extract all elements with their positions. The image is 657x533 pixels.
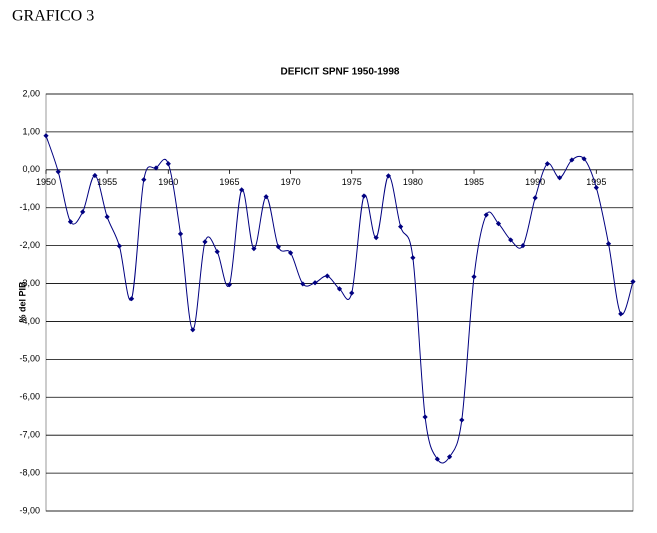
y-tick-label: -4,00	[19, 316, 40, 326]
data-point	[422, 414, 428, 420]
data-point	[239, 187, 245, 193]
y-tick-label: -2,00	[19, 240, 40, 250]
data-point	[459, 417, 465, 423]
data-point	[141, 177, 147, 183]
data-point	[349, 290, 355, 296]
x-tick-label: 1970	[281, 177, 301, 187]
data-point	[80, 209, 86, 215]
x-tick-label: 1965	[219, 177, 239, 187]
data-point	[569, 157, 575, 163]
data-point	[385, 173, 392, 179]
x-tick-label: 1975	[342, 177, 362, 187]
data-point	[300, 281, 306, 287]
data-point	[275, 244, 281, 250]
data-point	[324, 273, 330, 279]
data-point	[373, 235, 379, 241]
y-axis-label: % del PIB	[17, 281, 27, 323]
data-point	[116, 243, 122, 249]
plot-area	[45, 93, 634, 512]
data-point	[532, 195, 538, 201]
data-point	[190, 327, 196, 333]
data-point	[495, 221, 502, 227]
data-point	[214, 249, 220, 255]
data-point	[43, 133, 49, 139]
x-tick-label: 1980	[403, 177, 423, 187]
data-point	[251, 246, 257, 252]
data-point	[361, 193, 367, 199]
data-point	[630, 279, 636, 285]
data-point	[263, 194, 269, 200]
x-tick-label: 1995	[586, 177, 606, 187]
data-point	[55, 169, 61, 175]
y-tick-label: -5,00	[19, 354, 40, 364]
y-tick-label: -7,00	[19, 430, 40, 440]
data-point	[226, 282, 233, 288]
data-point	[202, 239, 208, 245]
chart-title: DEFICIT SPNF 1950-1998	[281, 67, 400, 78]
data-point	[434, 456, 440, 462]
y-tick-label: -9,00	[19, 505, 40, 515]
data-point	[312, 280, 318, 286]
data-point	[618, 311, 624, 317]
data-point	[153, 165, 159, 171]
data-point	[165, 161, 171, 167]
y-tick-label: 2,00	[22, 88, 40, 98]
x-tick-label: 1990	[525, 177, 545, 187]
y-tick-label: -6,00	[19, 392, 40, 402]
data-point	[593, 185, 599, 191]
data-point	[177, 231, 184, 237]
data-point	[92, 172, 98, 179]
data-point	[398, 224, 404, 230]
x-tick-label: 1985	[464, 177, 484, 187]
data-point	[581, 156, 587, 162]
y-tick-label: -8,00	[19, 467, 40, 477]
data-point	[471, 274, 477, 280]
page-title: GRAFICO 3	[12, 8, 94, 25]
data-point	[557, 175, 563, 181]
y-tick-label: -1,00	[19, 202, 40, 212]
data-point	[410, 255, 416, 261]
data-point	[287, 250, 294, 256]
y-tick-label: -3,00	[19, 278, 40, 288]
y-tick-label: 1,00	[22, 126, 40, 136]
data-point	[520, 243, 526, 249]
data-point	[67, 219, 74, 225]
x-tick-label: 1950	[36, 177, 56, 187]
y-tick-label: 0,00	[22, 164, 40, 174]
x-tick-label: 1960	[158, 177, 178, 187]
data-point	[508, 237, 514, 243]
data-point	[336, 286, 343, 292]
data-point	[104, 214, 110, 220]
data-point	[605, 241, 612, 247]
x-tick-label: 1955	[97, 177, 117, 187]
data-point	[446, 454, 453, 460]
data-point	[483, 212, 489, 218]
data-point	[129, 296, 135, 302]
data-point	[544, 161, 550, 167]
